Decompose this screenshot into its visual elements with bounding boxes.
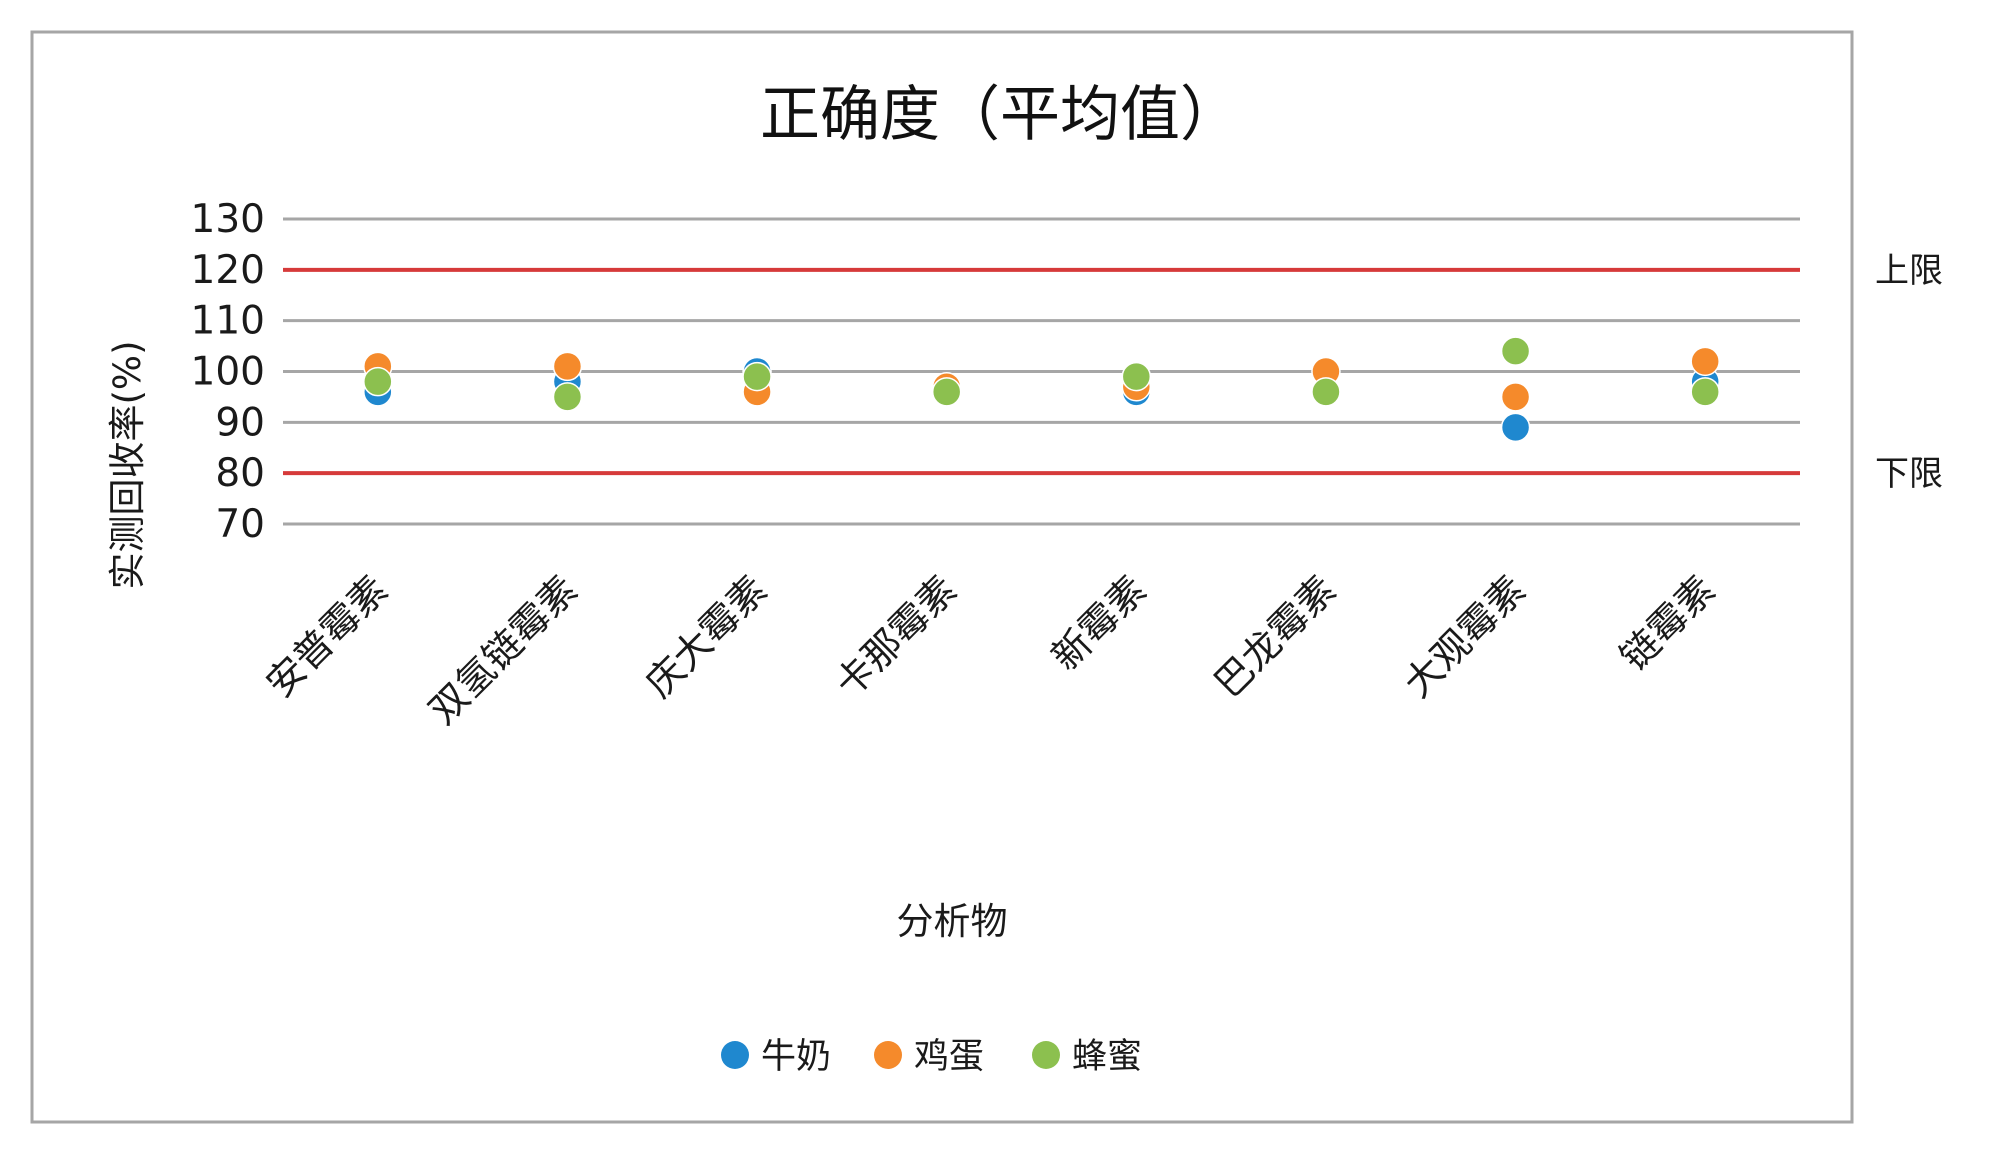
data-point xyxy=(552,351,583,382)
data-point xyxy=(1690,346,1720,377)
y-tick-label: 70 xyxy=(215,502,265,547)
data-point xyxy=(1690,377,1720,407)
legend-marker xyxy=(721,1041,749,1069)
chart-title: 正确度（平均值） xyxy=(760,80,1240,150)
y-tick-label: 110 xyxy=(191,299,265,344)
y-tick-label: 100 xyxy=(191,350,265,395)
data-point xyxy=(363,366,393,397)
legend-label: 鸡蛋 xyxy=(914,1037,984,1077)
data-point xyxy=(742,361,772,392)
x-axis-title: 分析物 xyxy=(897,900,1008,943)
y-tick-label: 130 xyxy=(191,197,265,242)
data-point xyxy=(1500,412,1531,443)
y-tick-label: 120 xyxy=(191,248,265,293)
data-point xyxy=(552,382,583,412)
y-tick-label: 80 xyxy=(215,451,265,496)
data-point xyxy=(931,377,962,407)
data-point xyxy=(1500,382,1531,412)
y-axis-title: 实测回收率(%) xyxy=(106,340,149,589)
chart-border xyxy=(30,30,1854,1124)
legend-label: 蜂蜜 xyxy=(1072,1037,1142,1077)
legend-marker xyxy=(874,1041,902,1069)
data-point xyxy=(1311,377,1341,407)
legend-marker xyxy=(1032,1041,1060,1069)
y-tick-label: 90 xyxy=(215,400,265,445)
legend: 牛奶 鸡蛋 蜂蜜 xyxy=(721,1037,1142,1077)
reference-line-label: 下限 xyxy=(1875,454,1943,494)
data-point xyxy=(1121,361,1152,392)
reference-line-label: 上限 xyxy=(1875,251,1943,291)
data-point xyxy=(1500,336,1531,366)
data-points xyxy=(363,336,1720,443)
y-tick-labels: 70 80 90 100 110 120 130 xyxy=(191,197,265,547)
legend-label: 牛奶 xyxy=(761,1037,831,1077)
